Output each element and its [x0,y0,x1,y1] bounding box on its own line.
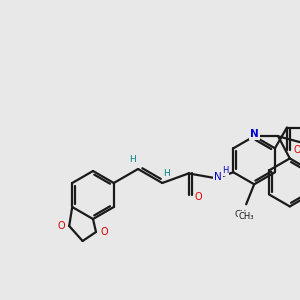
Text: O: O [195,192,203,203]
Text: H: H [222,166,228,175]
Text: H: H [129,154,135,164]
Text: CH₃: CH₃ [238,212,254,221]
Text: H: H [163,169,170,178]
Text: O: O [100,227,108,237]
Text: N: N [214,172,222,182]
Text: O: O [293,145,300,154]
Text: O: O [57,221,65,231]
Text: N: N [250,129,259,139]
Text: CH₃: CH₃ [234,210,250,219]
